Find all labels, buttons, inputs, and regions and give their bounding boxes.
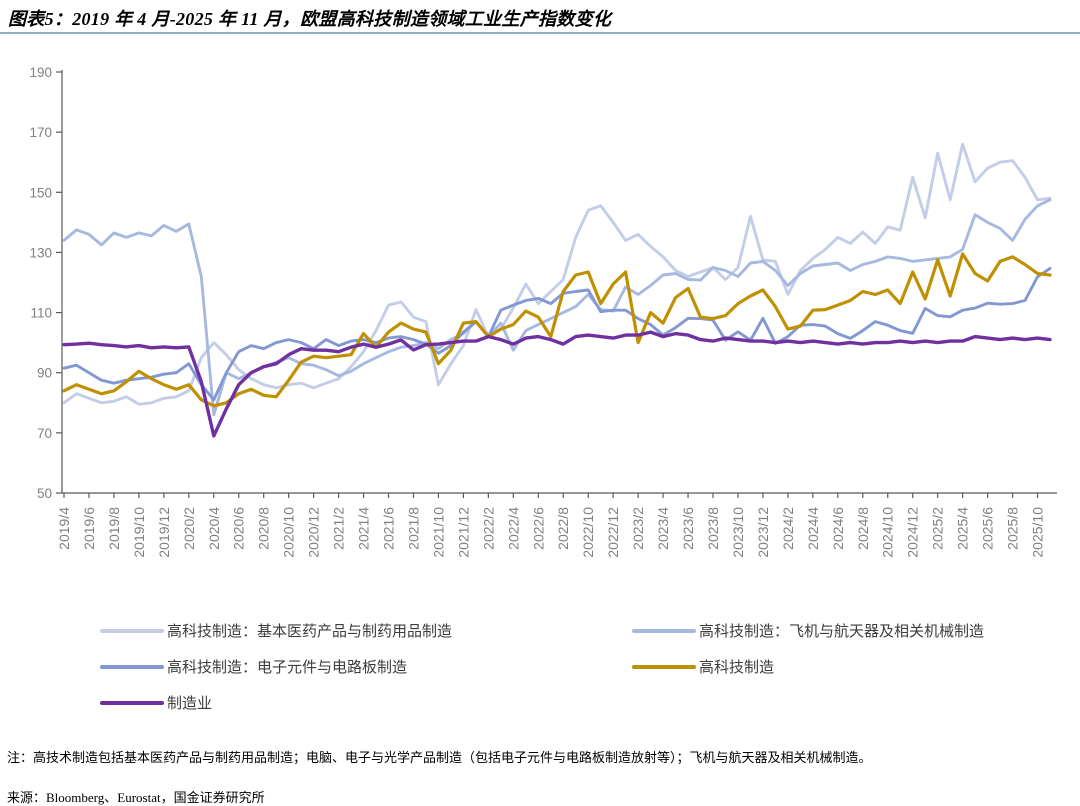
series-line-1 — [62, 198, 1052, 417]
x-axis-label: 2024/8 — [855, 507, 871, 550]
x-axis-label: 2019/8 — [106, 507, 122, 550]
x-axis-label: 2022/6 — [530, 507, 546, 550]
x-axis-label: 2023/4 — [655, 507, 671, 550]
legend-label-hightech: 高科技制造 — [699, 659, 775, 676]
y-axis-label: 190 — [29, 65, 52, 80]
x-axis-label: 2025/10 — [1030, 507, 1046, 558]
x-axis-label: 2020/8 — [256, 507, 272, 550]
legend-swatch-hightech — [632, 664, 696, 669]
legend-item-pharma: 高科技制造：基本医药产品与制药用品制造 — [100, 620, 452, 641]
series-line-0 — [62, 142, 1052, 406]
x-axis-label: 2022/12 — [605, 507, 621, 558]
legend-item-electronics: 高科技制造：电子元件与电路板制造 — [100, 656, 407, 677]
x-axis-label: 2022/8 — [555, 507, 571, 550]
x-axis-label: 2021/4 — [356, 507, 372, 550]
legend-label-aircraft: 高科技制造：飞机与航天器及相关机械制造 — [699, 623, 985, 640]
x-axis-label: 2023/12 — [755, 507, 771, 558]
legend-item-manufacturing: 制造业 — [100, 692, 212, 713]
x-axis-label: 2024/4 — [805, 507, 821, 550]
series-line-2 — [62, 266, 1052, 402]
x-axis-label: 2019/6 — [81, 507, 97, 550]
x-axis-label: 2021/6 — [381, 507, 397, 550]
x-axis-label: 2019/10 — [131, 507, 147, 558]
x-axis-label: 2020/12 — [306, 507, 322, 558]
x-axis-label: 2022/4 — [505, 507, 521, 550]
y-axis-label: 150 — [29, 185, 52, 200]
x-axis-label: 2025/2 — [930, 507, 946, 550]
y-axis-label: 110 — [30, 306, 52, 321]
x-axis-label: 2025/8 — [1005, 507, 1021, 550]
x-axis-label: 2023/10 — [730, 507, 746, 558]
x-axis-label: 2022/10 — [580, 507, 596, 558]
legend-swatch-aircraft — [632, 628, 696, 633]
x-axis-label: 2023/2 — [630, 507, 646, 550]
x-axis-label: 2024/10 — [880, 507, 896, 558]
legend-swatch-pharma — [100, 628, 164, 633]
x-axis-label: 2020/2 — [181, 507, 197, 550]
y-axis-label: 70 — [37, 426, 52, 441]
legend-item-hightech: 高科技制造 — [632, 656, 774, 677]
x-axis-label: 2021/8 — [405, 507, 421, 550]
legend-item-aircraft: 高科技制造：飞机与航天器及相关机械制造 — [632, 620, 984, 641]
legend-label-manufacturing: 制造业 — [167, 695, 213, 712]
y-axis-label: 170 — [29, 125, 52, 140]
x-axis-label: 2025/4 — [955, 507, 971, 550]
y-axis-label: 130 — [29, 245, 52, 260]
legend-swatch-manufacturing — [100, 700, 164, 705]
x-axis-label: 2024/6 — [830, 507, 846, 550]
x-axis-label: 2021/2 — [331, 507, 347, 550]
source-note: 来源：Bloomberg、Eurostat，国金证券研究所 — [7, 790, 265, 805]
x-axis-label: 2019/4 — [56, 507, 72, 550]
line-chart-svg: 50 70 90 110 130 150 170 190 2019/4 2019/6 2019/8 2… — [29, 65, 1057, 558]
x-axis-label: 2022/2 — [480, 507, 496, 550]
x-axis-label: 2023/6 — [680, 507, 696, 550]
series-line-4 — [62, 330, 1052, 438]
title-divider-rule — [0, 32, 1080, 34]
x-axis-label: 2025/6 — [980, 507, 996, 550]
legend-label-electronics: 高科技制造：电子元件与电路板制造 — [167, 659, 408, 676]
x-axis-label: 2023/8 — [705, 507, 721, 550]
x-axis-label: 2024/2 — [780, 507, 796, 550]
x-axis-label: 2020/6 — [231, 507, 247, 550]
x-axis-label: 2020/4 — [206, 507, 222, 550]
x-axis-label: 2024/12 — [905, 507, 921, 558]
x-axis-label: 2019/12 — [156, 507, 172, 558]
footnote: 注：高技术制造包括基本医药产品与制药用品制造；电脑、电子与光学产品制造（包括电子… — [7, 750, 872, 765]
x-axis-label: 2021/10 — [430, 507, 446, 558]
x-axis-label: 2020/10 — [281, 507, 297, 558]
figure-title: 图表5：2019 年 4 月-2025 年 11 月，欧盟高科技制造领域工业生产… — [8, 9, 612, 29]
y-axis-label: 90 — [37, 366, 52, 381]
legend-label-pharma: 高科技制造：基本医药产品与制药用品制造 — [167, 623, 453, 640]
x-axis-label: 2021/12 — [455, 507, 471, 558]
y-axis-label: 50 — [37, 486, 52, 501]
legend-swatch-electronics — [100, 664, 164, 669]
